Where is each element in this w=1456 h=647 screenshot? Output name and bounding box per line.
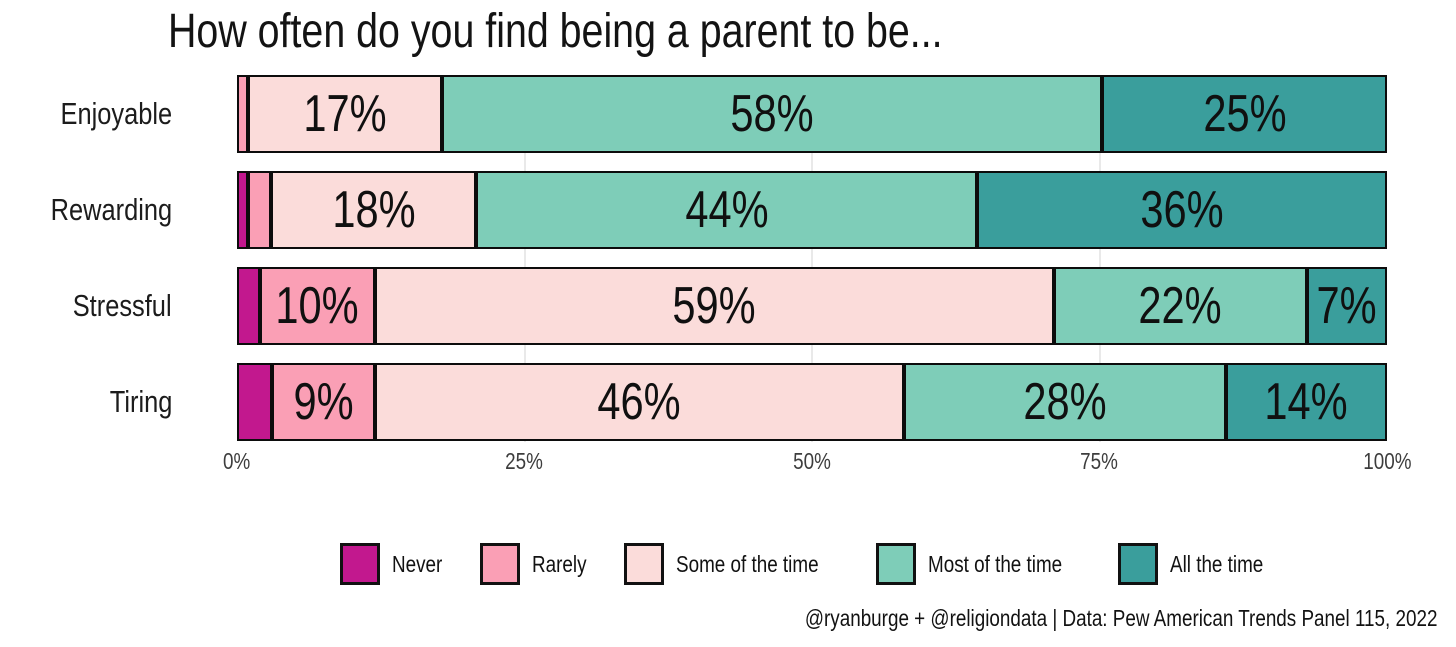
bar-segment-most-of-the-time: 22%	[1053, 267, 1307, 345]
x-tick-label: 100%	[1317, 448, 1456, 475]
category-label-text: Stressful	[73, 288, 172, 323]
bar-segment-most-of-the-time: 58%	[441, 75, 1103, 153]
bar-segment-all-the-time: 14%	[1226, 363, 1387, 441]
legend-swatch	[340, 543, 381, 585]
category-label-text: Tiring	[109, 384, 172, 419]
stacked-bar-tiring: 9% 46% 28% 14%	[237, 363, 1387, 441]
bar-segment-value: 59%	[672, 277, 756, 335]
chart-title-text: How often do you find being a parent to …	[168, 5, 943, 58]
bar-segment-value: 25%	[1203, 85, 1287, 143]
bar-segment-value: 17%	[303, 85, 387, 143]
bar-segment-value: 18%	[331, 181, 416, 239]
attribution: @ryanburge + @religiondata | Data: Pew A…	[666, 605, 1437, 632]
bar-segment-value: 58%	[730, 85, 814, 143]
bar-segment-value: 14%	[1264, 373, 1349, 431]
legend-label: Rarely	[532, 551, 598, 578]
bar-segment-all-the-time: 36%	[977, 171, 1387, 249]
category-label-text: Rewarding	[50, 192, 172, 227]
x-tick-label: 75%	[1030, 448, 1170, 475]
gridline	[811, 75, 813, 442]
bar-segment-most-of-the-time: 28%	[904, 363, 1226, 441]
x-tick-text: 100%	[1362, 448, 1412, 474]
legend-swatch	[479, 543, 520, 585]
stacked-bar-rewarding: 18% 44% 36%	[237, 171, 1387, 249]
category-label-rewarding: Rewarding	[0, 171, 172, 249]
category-label-stressful: Stressful	[0, 267, 172, 345]
bar-segment-all-the-time: 7%	[1306, 267, 1387, 345]
legend-item-all-the-time: All the time	[1117, 543, 1284, 585]
attribution-text: @ryanburge + @religiondata | Data: Pew A…	[804, 605, 1437, 631]
x-tick-text: 25%	[505, 448, 544, 474]
bar-segment-rarely	[248, 171, 272, 249]
bar-segment-value: 28%	[1023, 373, 1107, 431]
legend: Never Rarely Some of the time Most of the t…	[237, 543, 1387, 585]
legend-label-text: Some of the time	[676, 550, 819, 577]
legend-swatch	[876, 543, 917, 585]
legend-item-some-of-the-time: Some of the time	[624, 543, 850, 585]
legend-label-text: Rarely	[531, 550, 587, 577]
bar-segment-value: 10%	[275, 277, 360, 335]
x-tick-text: 0%	[223, 448, 251, 474]
category-label-tiring: Tiring	[0, 363, 172, 441]
bar-segment-some-of-the-time: 46%	[375, 363, 904, 441]
legend-label: Some of the time	[676, 551, 850, 578]
legend-label: Never	[392, 551, 453, 578]
bar-segment-never	[237, 171, 249, 249]
x-tick-label: 0%	[167, 448, 307, 475]
legend-swatch	[1117, 543, 1158, 585]
gridline	[523, 75, 526, 442]
bar-segment-value: 22%	[1138, 277, 1222, 335]
stacked-bar-stressful: 10% 59% 22% 7%	[237, 267, 1387, 345]
legend-item-rarely: Rarely	[479, 543, 598, 585]
category-label-text: Enjoyable	[60, 96, 172, 131]
legend-label: Most of the time	[928, 551, 1092, 578]
bar-segment-some-of-the-time: 17%	[248, 75, 442, 153]
legend-item-most-of-the-time: Most of the time	[876, 543, 1092, 585]
bar-segment-never	[237, 267, 260, 345]
bar-segment-most-of-the-time: 44%	[476, 171, 978, 249]
bar-segment-some-of-the-time: 18%	[271, 171, 477, 249]
bar-segment-value: 9%	[293, 373, 354, 431]
x-tick-text: 75%	[1080, 448, 1119, 474]
legend-label-text: Most of the time	[928, 550, 1063, 577]
legend-label-text: All the time	[1169, 550, 1264, 577]
x-tick-label: 50%	[742, 448, 882, 475]
category-label-enjoyable: Enjoyable	[0, 75, 172, 153]
bar-segment-value: 36%	[1140, 181, 1224, 239]
stacked-bar-enjoyable: 17% 58% 25%	[237, 75, 1387, 153]
bar-segment-value: 44%	[684, 181, 769, 239]
legend-label-text: Never	[392, 550, 443, 577]
bar-segment-rarely: 10%	[260, 267, 375, 345]
bar-segment-value: 7%	[1316, 277, 1377, 335]
x-tick-text: 50%	[793, 448, 831, 474]
chart-title: How often do you find being a parent to …	[168, 4, 1113, 59]
legend-swatch	[624, 543, 665, 585]
x-tick-label: 25%	[455, 448, 595, 475]
legend-item-never: Never	[340, 543, 453, 585]
bar-segment-never	[237, 363, 272, 441]
bar-segment-all-the-time: 25%	[1102, 75, 1387, 153]
bar-segment-value: 46%	[597, 373, 682, 431]
bar-segment-rarely: 9%	[271, 363, 375, 441]
legend-label: All the time	[1170, 551, 1284, 578]
bar-segment-some-of-the-time: 59%	[375, 267, 1054, 345]
gridline	[1098, 75, 1101, 442]
bar-segment-rarely	[237, 75, 249, 153]
